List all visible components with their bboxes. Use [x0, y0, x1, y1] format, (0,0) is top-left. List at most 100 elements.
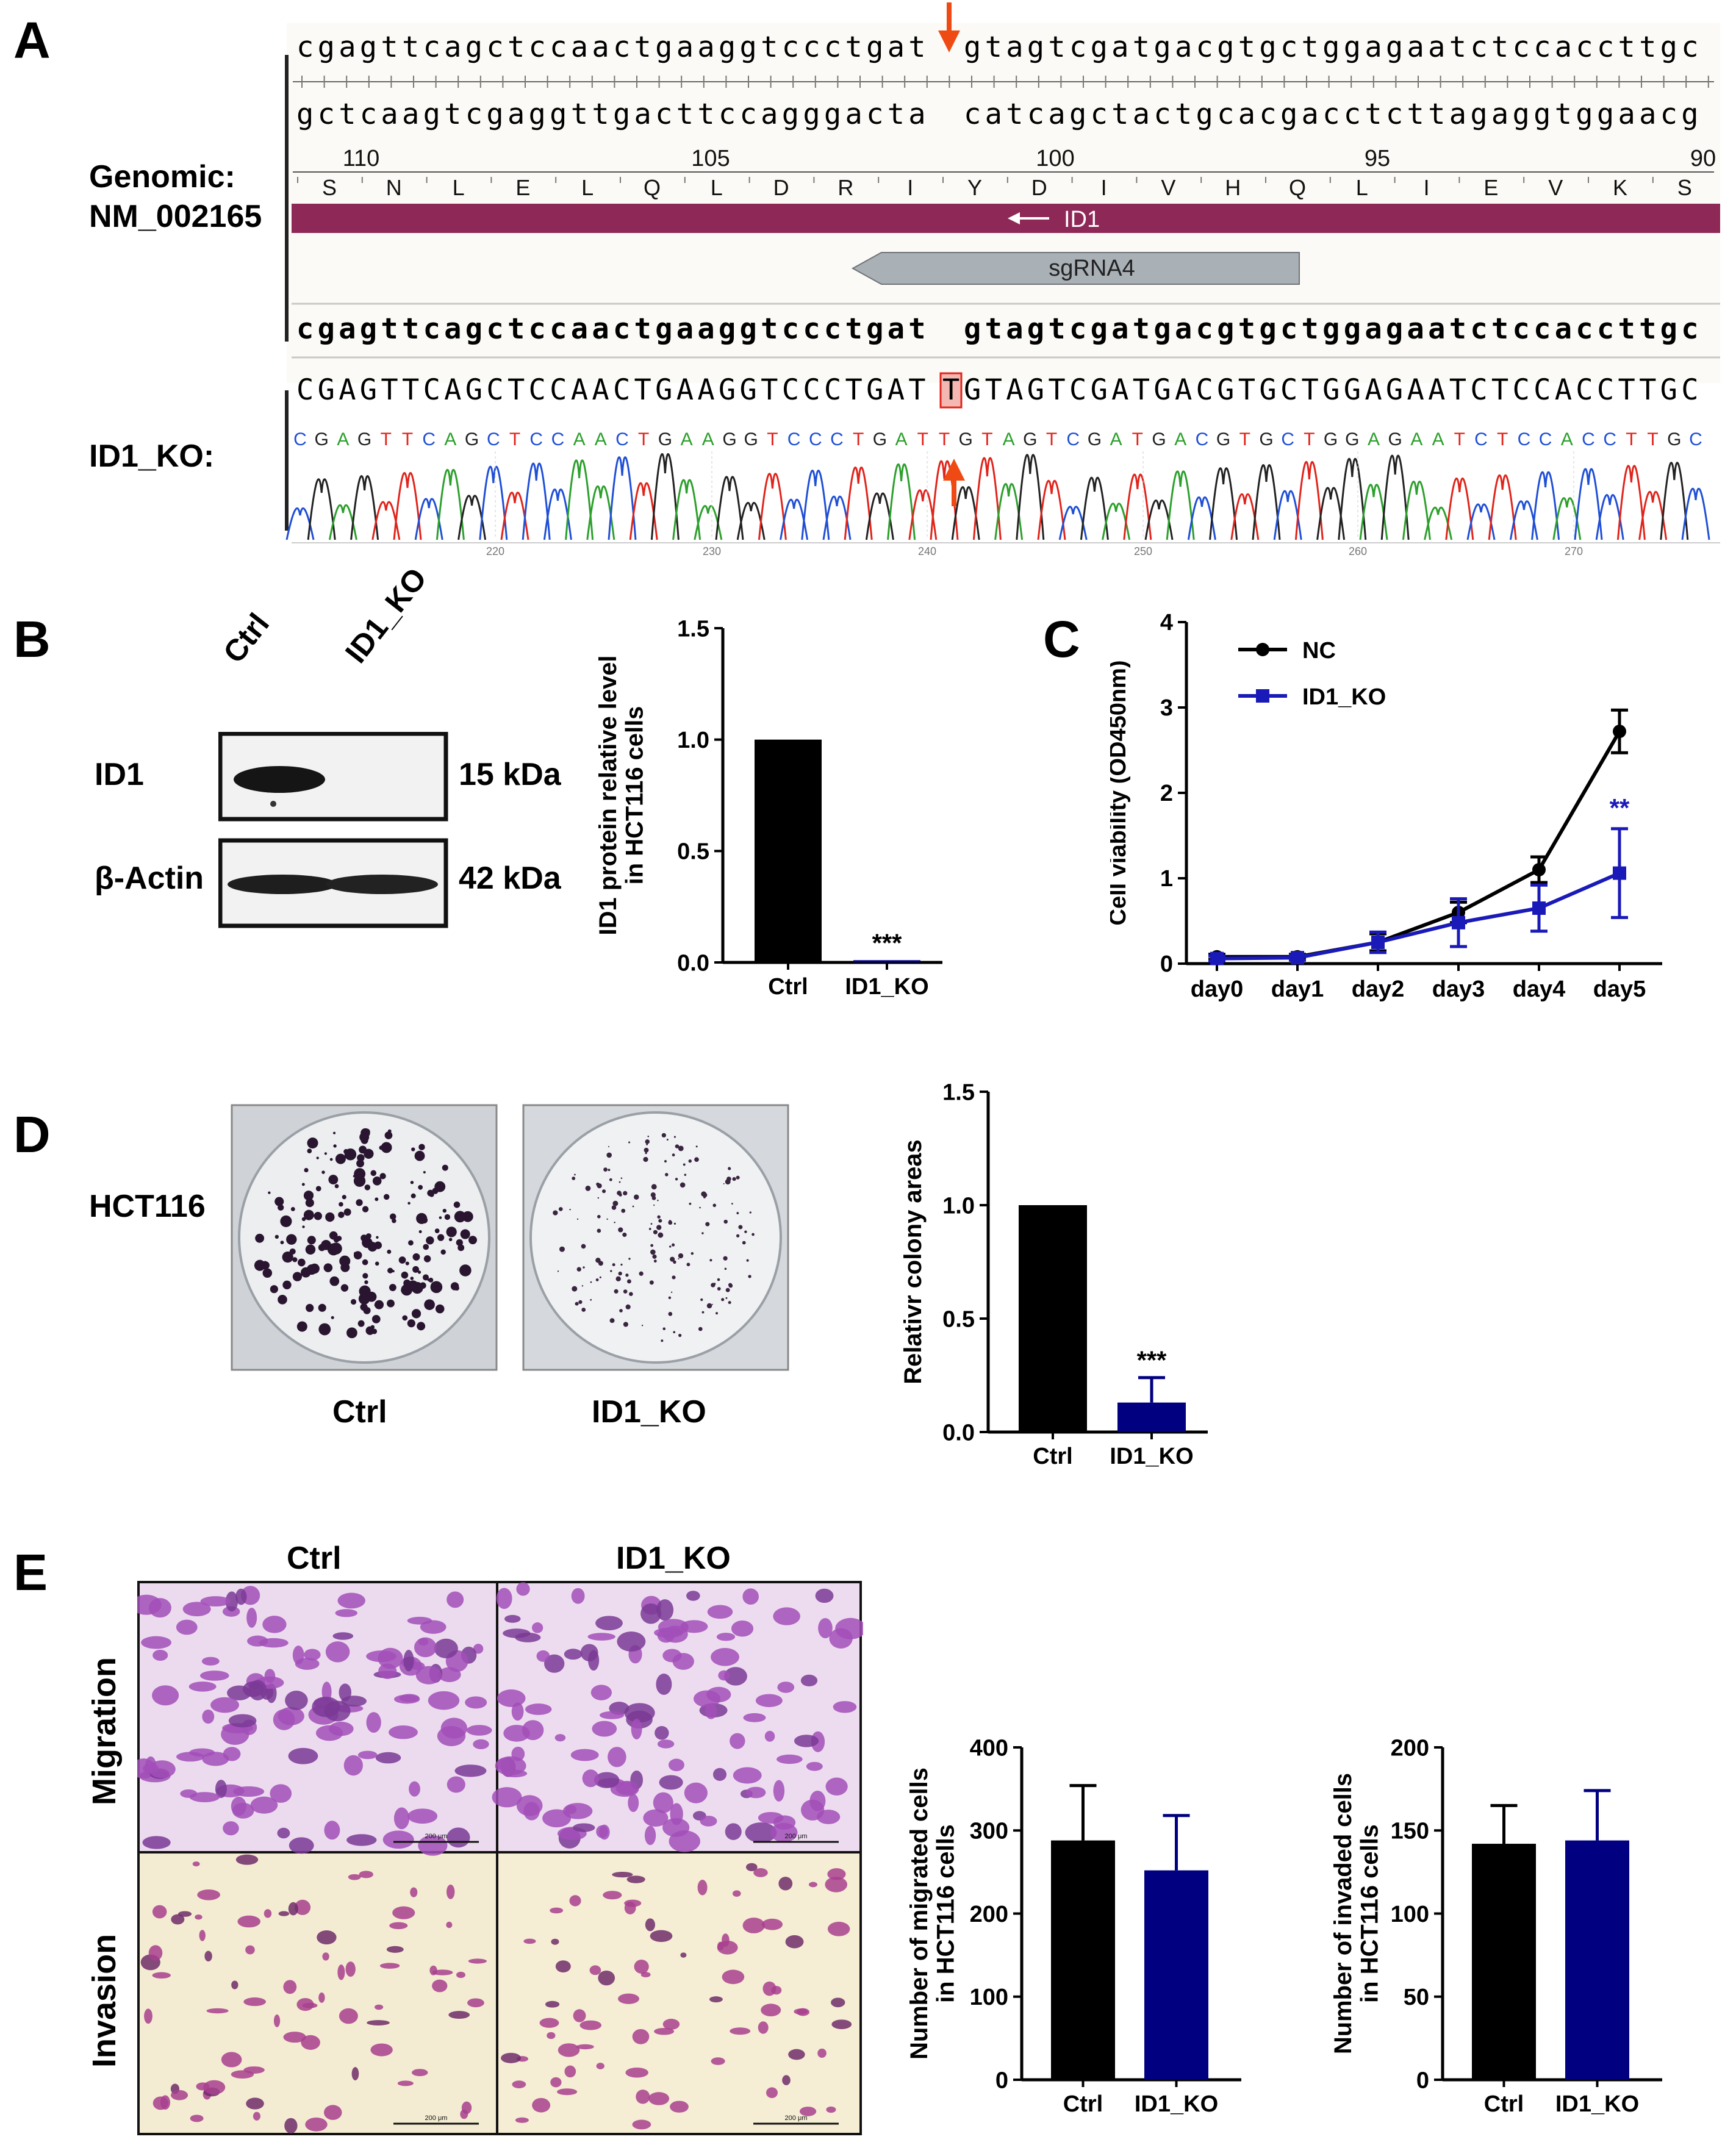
cell	[659, 1775, 683, 1790]
cell	[833, 1701, 857, 1713]
cell	[432, 1979, 448, 1993]
base-call: G	[1216, 429, 1230, 449]
colony	[274, 1197, 284, 1206]
cell	[389, 1725, 418, 1739]
top-strand-left: cgagttcagctccaactgaaggtccctgat	[296, 30, 930, 64]
amino-acid: L	[453, 175, 465, 200]
amino-acid: Q	[1289, 175, 1306, 200]
base-call: T	[381, 429, 392, 449]
band-ctrl-actin	[228, 875, 337, 894]
bar-ID1_KO	[853, 960, 920, 962]
cell	[557, 2088, 578, 2096]
colony	[603, 1167, 608, 1172]
colony	[670, 1256, 675, 1262]
colony	[383, 1194, 390, 1200]
colony	[670, 1291, 673, 1293]
colony	[448, 1237, 453, 1242]
colony	[456, 1239, 463, 1246]
position-ruler: 110 105 100 95 90	[343, 146, 1716, 171]
cell	[717, 1941, 724, 1950]
cell	[686, 1591, 700, 1601]
colony	[653, 1230, 658, 1234]
y-tick-label: 0.5	[677, 839, 709, 865]
colony	[362, 1259, 368, 1266]
cell	[564, 1649, 583, 1660]
colony	[644, 1147, 649, 1153]
colony	[726, 1176, 731, 1181]
colony	[597, 1183, 602, 1189]
cell	[277, 1827, 290, 1839]
cell	[573, 2009, 586, 2022]
colony	[597, 1197, 600, 1199]
cell	[188, 1681, 217, 1692]
y-tick-label: 0	[1160, 951, 1173, 977]
trace-peak	[908, 489, 938, 540]
trace-peak	[543, 489, 572, 540]
colony	[375, 1300, 384, 1309]
genomic-label: Genomic:	[89, 159, 235, 195]
colony	[457, 1244, 465, 1252]
colony	[684, 1173, 687, 1176]
cell	[144, 2008, 152, 2024]
colony	[711, 1303, 713, 1305]
colony	[614, 1222, 615, 1223]
colony	[340, 1262, 350, 1272]
colony	[615, 1276, 621, 1282]
x-tick-label: Ctrl	[1063, 2091, 1103, 2117]
colony	[736, 1212, 739, 1214]
cell	[544, 1654, 565, 1673]
cell	[745, 1786, 766, 1799]
colony	[334, 1184, 339, 1189]
cell	[547, 2032, 556, 2040]
base-call: T	[1132, 429, 1143, 449]
cell	[322, 1952, 329, 1961]
colony	[418, 1230, 422, 1233]
cell	[409, 1781, 420, 1797]
cell	[197, 1889, 220, 1900]
trace-peak	[994, 482, 1024, 540]
colony	[356, 1199, 363, 1206]
colony	[362, 1206, 369, 1212]
colony	[412, 1253, 420, 1261]
colony	[678, 1145, 684, 1151]
colony	[672, 1243, 675, 1247]
cell	[429, 1965, 437, 1975]
cell	[447, 1827, 470, 1848]
colony	[305, 1244, 316, 1255]
colony	[423, 1255, 431, 1262]
cell	[595, 1616, 623, 1631]
colony	[412, 1266, 420, 1273]
colony	[701, 1232, 704, 1234]
cell	[501, 2052, 522, 2063]
colony	[736, 1234, 740, 1237]
colony	[411, 1193, 416, 1198]
trace-peak	[1552, 497, 1582, 540]
cell	[788, 2049, 805, 2060]
colony	[365, 1326, 375, 1335]
colony	[736, 1175, 740, 1180]
cell	[206, 2008, 229, 2014]
cell	[237, 1915, 260, 1928]
trace-position: 260	[1349, 545, 1367, 557]
trace-peak	[1166, 470, 1195, 540]
ruler-number: 95	[1365, 146, 1390, 171]
cell	[742, 1918, 765, 1933]
colony	[602, 1189, 606, 1194]
trace-peak	[1080, 476, 1109, 540]
cell	[262, 1616, 287, 1633]
amino-acid: Q	[644, 175, 661, 200]
cell	[411, 2069, 428, 2077]
colony	[669, 1245, 672, 1248]
base-call: A	[702, 429, 714, 449]
ko-seq-right: GTAGTCGATGACGTGCTGGAGAATCTCCACCTTGC	[964, 373, 1702, 407]
cell	[284, 2118, 298, 2133]
cell	[615, 1780, 639, 1796]
colony	[598, 1261, 603, 1266]
base-call: G	[744, 429, 758, 449]
cell	[414, 1637, 437, 1658]
cell	[375, 1752, 401, 1764]
colony	[357, 1154, 365, 1162]
trace-peak	[1037, 479, 1066, 540]
base-call: A	[1368, 429, 1380, 449]
cell	[753, 1868, 768, 1877]
